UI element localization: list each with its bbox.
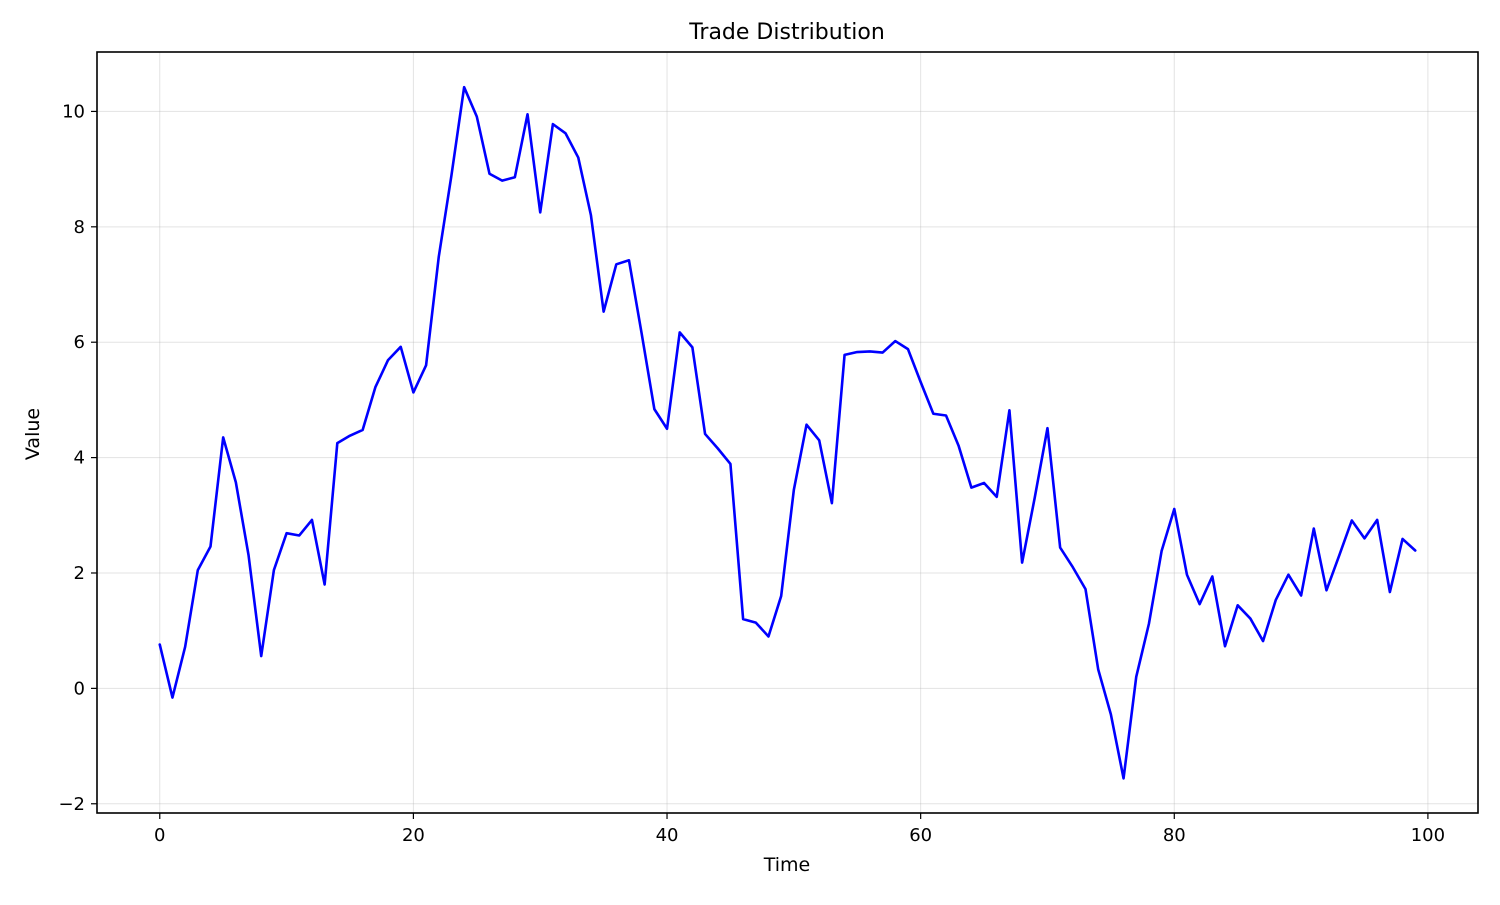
x-tick-label: 100 — [1411, 825, 1445, 846]
y-tick-label: −2 — [58, 794, 85, 815]
x-tick-label: 80 — [1163, 825, 1186, 846]
y-tick-label: 4 — [74, 448, 85, 469]
series-line — [158, 85, 1417, 780]
series-layer — [158, 85, 1417, 780]
x-tick-label: 40 — [656, 825, 679, 846]
y-tick-label: 2 — [74, 563, 85, 584]
y-tick-label: 0 — [74, 678, 85, 699]
x-axis-ticks: 0 20 40 60 80 100 — [154, 813, 1445, 846]
chart-title: Trade Distribution — [688, 20, 885, 45]
grid — [97, 52, 1478, 813]
plot-frame — [96, 51, 1479, 814]
x-axis-label: Time — [763, 854, 811, 876]
y-axis-ticks: −2 0 2 4 6 8 10 — [58, 101, 97, 815]
y-tick-label: 8 — [74, 217, 85, 238]
x-tick-label: 0 — [154, 825, 165, 846]
x-tick-label: 60 — [909, 825, 932, 846]
x-tick-label: 20 — [402, 825, 425, 846]
y-tick-label: 10 — [62, 101, 85, 122]
y-tick-label: 6 — [74, 332, 85, 353]
y-axis-label: Value — [22, 408, 44, 460]
